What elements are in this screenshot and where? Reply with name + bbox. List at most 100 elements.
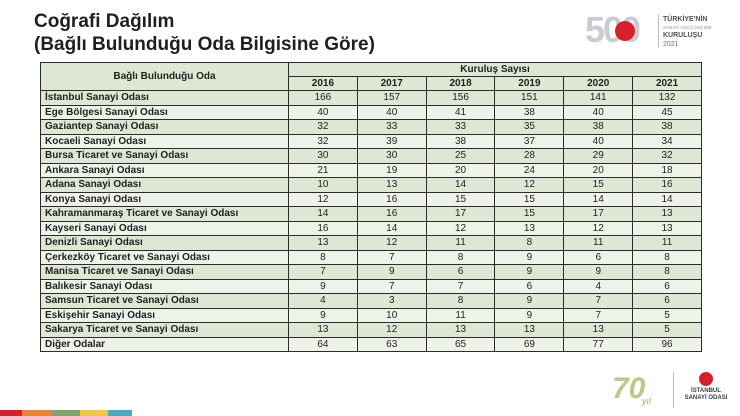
count-cell: 34 [632,133,702,149]
table-row: Adana Sanayi Odası 10 13 14 12 15 16 [40,177,702,193]
table-row: Ankara Sanayi Odası 21 19 20 24 20 18 [40,162,702,178]
iso500-logo: 500 TÜRKİYE'NİN SANAYİ GÜCÜ İSO 500 KURU… [585,8,711,54]
count-cell: 15 [494,206,565,222]
count-cell: 6 [494,278,565,294]
count-cell: 12 [356,235,427,251]
table-row: Samsun Ticaret ve Sanayi Odası 4 3 8 9 7 6 [40,293,702,309]
count-cell: 17 [425,206,496,222]
column-header-chamber: Bağlı Bulunduğu Oda [40,62,289,91]
count-cell: 10 [356,307,427,323]
slide-title: Coğrafi Dağılım (Bağlı Bulunduğu Oda Bil… [34,10,375,56]
count-cell: 18 [632,162,702,178]
count-cell: 39 [356,133,427,149]
count-cell: 13 [288,235,358,251]
count-cell: 9 [494,264,565,280]
count-cell: 16 [632,177,702,193]
chamber-name-cell: Kocaeli Sanayi Odası [40,133,289,149]
count-cell: 20 [425,162,496,178]
logo-text-2: SANAYİ GÜCÜ İSO 500 [663,25,712,30]
footer-color-strip-yellow [80,410,108,416]
count-cell: 8 [632,249,702,265]
count-cell: 8 [425,293,496,309]
count-cell: 6 [632,278,702,294]
count-cell: 13 [494,220,565,236]
count-cell: 30 [356,148,427,164]
footer-color-strip-red [0,410,22,416]
chamber-name-cell: Ankara Sanayi Odası [40,162,289,178]
count-cell: 13 [425,322,496,338]
count-cell: 17 [563,206,634,222]
count-cell: 6 [425,264,496,280]
count-cell: 8 [288,249,358,265]
count-cell: 7 [425,278,496,294]
count-cell: 132 [632,90,702,106]
count-cell: 37 [494,133,565,149]
70-year-logo: 70 yıl [612,372,668,412]
count-cell: 151 [494,90,565,106]
table-row: İstanbul Sanayi Odası 166 157 156 151 141 132 [40,90,702,106]
count-cell: 14 [632,191,702,207]
count-cell: 8 [632,264,702,280]
title-line-2: (Bağlı Bulunduğu Oda Bilgisine Göre) [34,34,375,55]
count-cell: 40 [356,104,427,120]
count-cell: 40 [563,104,634,120]
anniversary-number: 70 [612,372,646,405]
count-cell: 24 [494,162,565,178]
table-row: Çerkezköy Ticaret ve Sanayi Odası 8 7 8 9 6 8 [40,249,702,265]
footer-color-strip-green [52,410,80,416]
count-cell: 19 [356,162,427,178]
count-cell: 20 [563,162,634,178]
count-cell: 7 [356,249,427,265]
count-cell: 96 [632,336,702,352]
table-row: Denizli Sanayi Odası 13 12 11 8 11 11 [40,235,702,251]
count-cell: 38 [632,119,702,135]
count-cell: 9 [563,264,634,280]
count-cell: 12 [563,220,634,236]
count-cell: 9 [494,307,565,323]
footer-color-strip-orange [22,410,52,416]
count-cell: 15 [425,191,496,207]
table-row: Konya Sanayi Odası 12 16 15 15 14 14 [40,191,702,207]
iso-seal-icon [699,372,713,386]
count-cell: 65 [425,336,496,352]
count-cell: 15 [494,191,565,207]
count-cell: 11 [425,307,496,323]
count-cell: 13 [632,220,702,236]
count-cell: 32 [288,133,358,149]
year-header: 2019 [494,76,565,91]
count-cell: 6 [632,293,702,309]
count-cell: 38 [563,119,634,135]
logo-text-4: 2021 [663,41,679,48]
count-cell: 6 [563,249,634,265]
table-row: Kocaeli Sanayi Odası 32 39 38 37 40 34 [40,133,702,149]
count-cell: 11 [632,235,702,251]
chamber-name-cell: Ege Bölgesi Sanayi Odası [40,104,289,120]
count-cell: 32 [288,119,358,135]
count-cell: 69 [494,336,565,352]
count-cell: 141 [563,90,634,106]
count-cell: 5 [632,307,702,323]
chamber-name-cell: Denizli Sanayi Odası [40,235,289,251]
logo-text-3: KURULUŞU [663,32,703,39]
count-cell: 30 [288,148,358,164]
table-row: Eskişehir Sanayi Odası 9 10 11 9 7 5 [40,307,702,323]
count-cell: 38 [494,104,565,120]
table-row: Gaziantep Sanayi Odası 32 33 33 35 38 38 [40,119,702,135]
count-cell: 14 [563,191,634,207]
count-cell: 166 [288,90,358,106]
year-header: 2020 [563,76,634,91]
table-row: Kahramanmaraş Ticaret ve Sanayi Odası 14 1… [40,206,702,222]
chamber-name-cell: Manisa Ticaret ve Sanayi Odası [40,264,289,280]
chamber-name-cell: Adana Sanayi Odası [40,177,289,193]
table-row: Balıkesir Sanayi Odası 9 7 7 6 4 6 [40,278,702,294]
count-cell: 77 [563,336,634,352]
count-cell: 16 [288,220,358,236]
column-group-header: Kuruluş Sayısı [288,62,702,77]
count-cell: 15 [563,177,634,193]
chamber-name-cell: Samsun Ticaret ve Sanayi Odası [40,293,289,309]
footer-logo-divider [673,372,674,408]
chamber-name-cell: Balıkesir Sanayi Odası [40,278,289,294]
count-cell: 5 [632,322,702,338]
chamber-name-cell: Eskişehir Sanayi Odası [40,307,289,323]
count-cell: 13 [632,206,702,222]
